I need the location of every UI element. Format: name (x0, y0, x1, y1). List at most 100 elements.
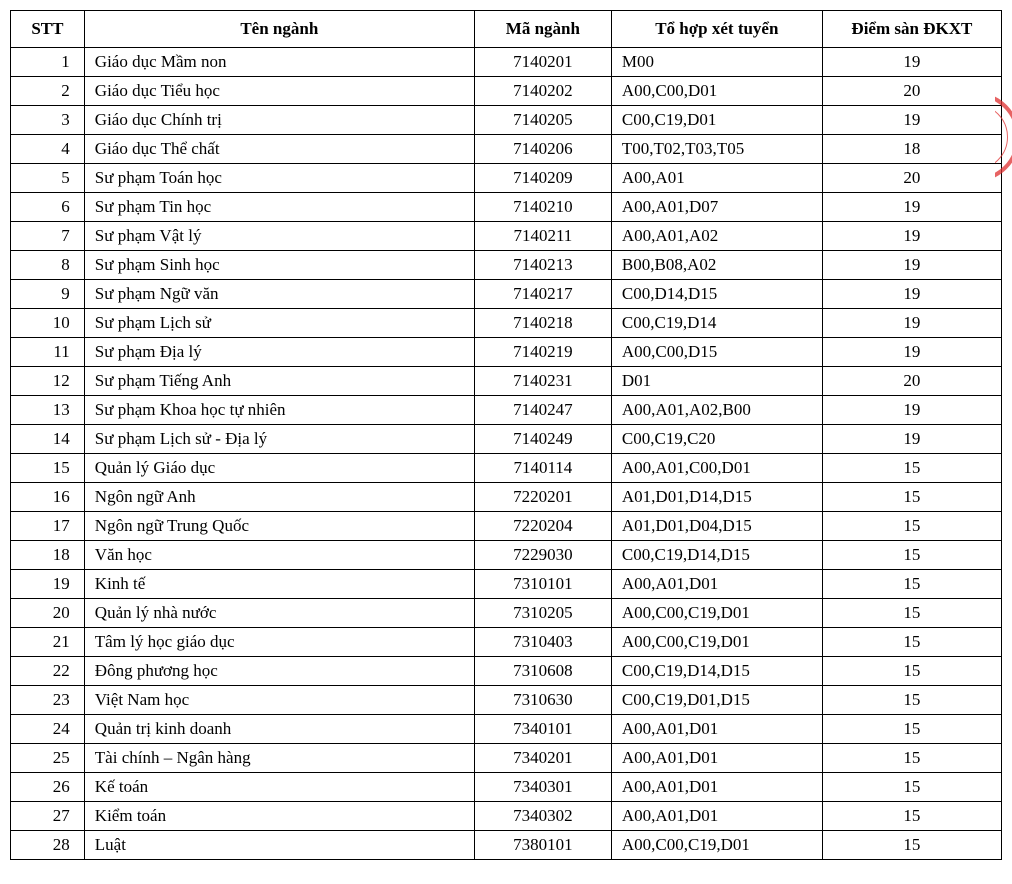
cell-code: 7310630 (474, 686, 611, 715)
cell-code: 7340201 (474, 744, 611, 773)
cell-score: 15 (822, 628, 1001, 657)
table-row: 16Ngôn ngữ Anh7220201A01,D01,D14,D1515 (11, 483, 1002, 512)
cell-name: Ngôn ngữ Anh (84, 483, 474, 512)
admission-table: STT Tên ngành Mã ngành Tổ hợp xét tuyển … (10, 10, 1002, 860)
cell-score: 15 (822, 802, 1001, 831)
cell-stt: 20 (11, 599, 85, 628)
header-combo: Tổ hợp xét tuyển (611, 11, 822, 48)
table-row: 25Tài chính – Ngân hàng7340201A00,A01,D0… (11, 744, 1002, 773)
cell-score: 19 (822, 193, 1001, 222)
table-row: 15Quản lý Giáo dục7140114A00,A01,C00,D01… (11, 454, 1002, 483)
table-row: 26Kế toán7340301A00,A01,D0115 (11, 773, 1002, 802)
table-row: 27Kiểm toán7340302A00,A01,D0115 (11, 802, 1002, 831)
table-row: 21Tâm lý học giáo dục7310403A00,C00,C19,… (11, 628, 1002, 657)
cell-score: 20 (822, 164, 1001, 193)
cell-combo: A00,C00,C19,D01 (611, 831, 822, 860)
cell-score: 19 (822, 222, 1001, 251)
cell-score: 19 (822, 338, 1001, 367)
cell-score: 15 (822, 657, 1001, 686)
cell-name: Đông phương học (84, 657, 474, 686)
cell-score: 15 (822, 541, 1001, 570)
cell-score: 19 (822, 251, 1001, 280)
cell-code: 7310403 (474, 628, 611, 657)
cell-code: 7140217 (474, 280, 611, 309)
cell-score: 15 (822, 570, 1001, 599)
cell-name: Giáo dục Tiểu học (84, 77, 474, 106)
cell-stt: 12 (11, 367, 85, 396)
cell-code: 7140201 (474, 48, 611, 77)
cell-code: 7140218 (474, 309, 611, 338)
cell-name: Giáo dục Chính trị (84, 106, 474, 135)
cell-name: Sư phạm Ngữ văn (84, 280, 474, 309)
cell-name: Kinh tế (84, 570, 474, 599)
cell-score: 19 (822, 48, 1001, 77)
table-body: 1Giáo dục Mầm non7140201M00192Giáo dục T… (11, 48, 1002, 860)
table-row: 3Giáo dục Chính trị7140205C00,C19,D0119 (11, 106, 1002, 135)
cell-stt: 22 (11, 657, 85, 686)
cell-combo: A00,C00,D15 (611, 338, 822, 367)
cell-name: Sư phạm Khoa học tự nhiên (84, 396, 474, 425)
cell-name: Sư phạm Tiếng Anh (84, 367, 474, 396)
cell-combo: A00,A01,D01 (611, 773, 822, 802)
cell-combo: A00,A01,A02,B00 (611, 396, 822, 425)
cell-stt: 21 (11, 628, 85, 657)
cell-combo: A00,A01,A02 (611, 222, 822, 251)
cell-name: Quản trị kinh doanh (84, 715, 474, 744)
cell-combo: A00,C00,C19,D01 (611, 628, 822, 657)
table-row: 13Sư phạm Khoa học tự nhiên7140247A00,A0… (11, 396, 1002, 425)
table-row: 24Quản trị kinh doanh7340101A00,A01,D011… (11, 715, 1002, 744)
cell-score: 20 (822, 367, 1001, 396)
cell-code: 7140213 (474, 251, 611, 280)
cell-score: 19 (822, 106, 1001, 135)
cell-code: 7140210 (474, 193, 611, 222)
cell-name: Sư phạm Lịch sử - Địa lý (84, 425, 474, 454)
cell-stt: 5 (11, 164, 85, 193)
cell-name: Tài chính – Ngân hàng (84, 744, 474, 773)
cell-code: 7140211 (474, 222, 611, 251)
cell-code: 7140249 (474, 425, 611, 454)
cell-code: 7380101 (474, 831, 611, 860)
cell-combo: M00 (611, 48, 822, 77)
cell-stt: 6 (11, 193, 85, 222)
header-stt: STT (11, 11, 85, 48)
table-row: 12Sư phạm Tiếng Anh7140231D0120 (11, 367, 1002, 396)
cell-combo: A00,A01 (611, 164, 822, 193)
cell-score: 19 (822, 309, 1001, 338)
cell-code: 7140205 (474, 106, 611, 135)
cell-name: Sư phạm Địa lý (84, 338, 474, 367)
cell-code: 7140206 (474, 135, 611, 164)
cell-name: Quản lý nhà nước (84, 599, 474, 628)
cell-stt: 2 (11, 77, 85, 106)
cell-combo: A01,D01,D04,D15 (611, 512, 822, 541)
cell-code: 7229030 (474, 541, 611, 570)
cell-name: Kiểm toán (84, 802, 474, 831)
cell-stt: 25 (11, 744, 85, 773)
cell-stt: 27 (11, 802, 85, 831)
cell-stt: 4 (11, 135, 85, 164)
cell-score: 19 (822, 425, 1001, 454)
cell-combo: T00,T02,T03,T05 (611, 135, 822, 164)
cell-name: Kế toán (84, 773, 474, 802)
cell-score: 15 (822, 744, 1001, 773)
table-row: 23Việt Nam học7310630C00,C19,D01,D1515 (11, 686, 1002, 715)
cell-code: 7340302 (474, 802, 611, 831)
cell-combo: C00,C19,D14 (611, 309, 822, 338)
cell-stt: 14 (11, 425, 85, 454)
cell-score: 19 (822, 396, 1001, 425)
header-row: STT Tên ngành Mã ngành Tổ hợp xét tuyển … (11, 11, 1002, 48)
cell-stt: 13 (11, 396, 85, 425)
cell-code: 7140231 (474, 367, 611, 396)
cell-combo: A00,A01,D01 (611, 744, 822, 773)
cell-name: Tâm lý học giáo dục (84, 628, 474, 657)
cell-name: Sư phạm Vật lý (84, 222, 474, 251)
table-row: 1Giáo dục Mầm non7140201M0019 (11, 48, 1002, 77)
cell-name: Sư phạm Lịch sử (84, 309, 474, 338)
cell-combo: C00,C19,C20 (611, 425, 822, 454)
table-row: 11Sư phạm Địa lý7140219A00,C00,D1519 (11, 338, 1002, 367)
cell-score: 15 (822, 686, 1001, 715)
table-row: 14Sư phạm Lịch sử - Địa lý7140249C00,C19… (11, 425, 1002, 454)
cell-combo: A00,C00,D01 (611, 77, 822, 106)
cell-name: Sư phạm Sinh học (84, 251, 474, 280)
cell-score: 18 (822, 135, 1001, 164)
table-row: 10Sư phạm Lịch sử7140218C00,C19,D1419 (11, 309, 1002, 338)
